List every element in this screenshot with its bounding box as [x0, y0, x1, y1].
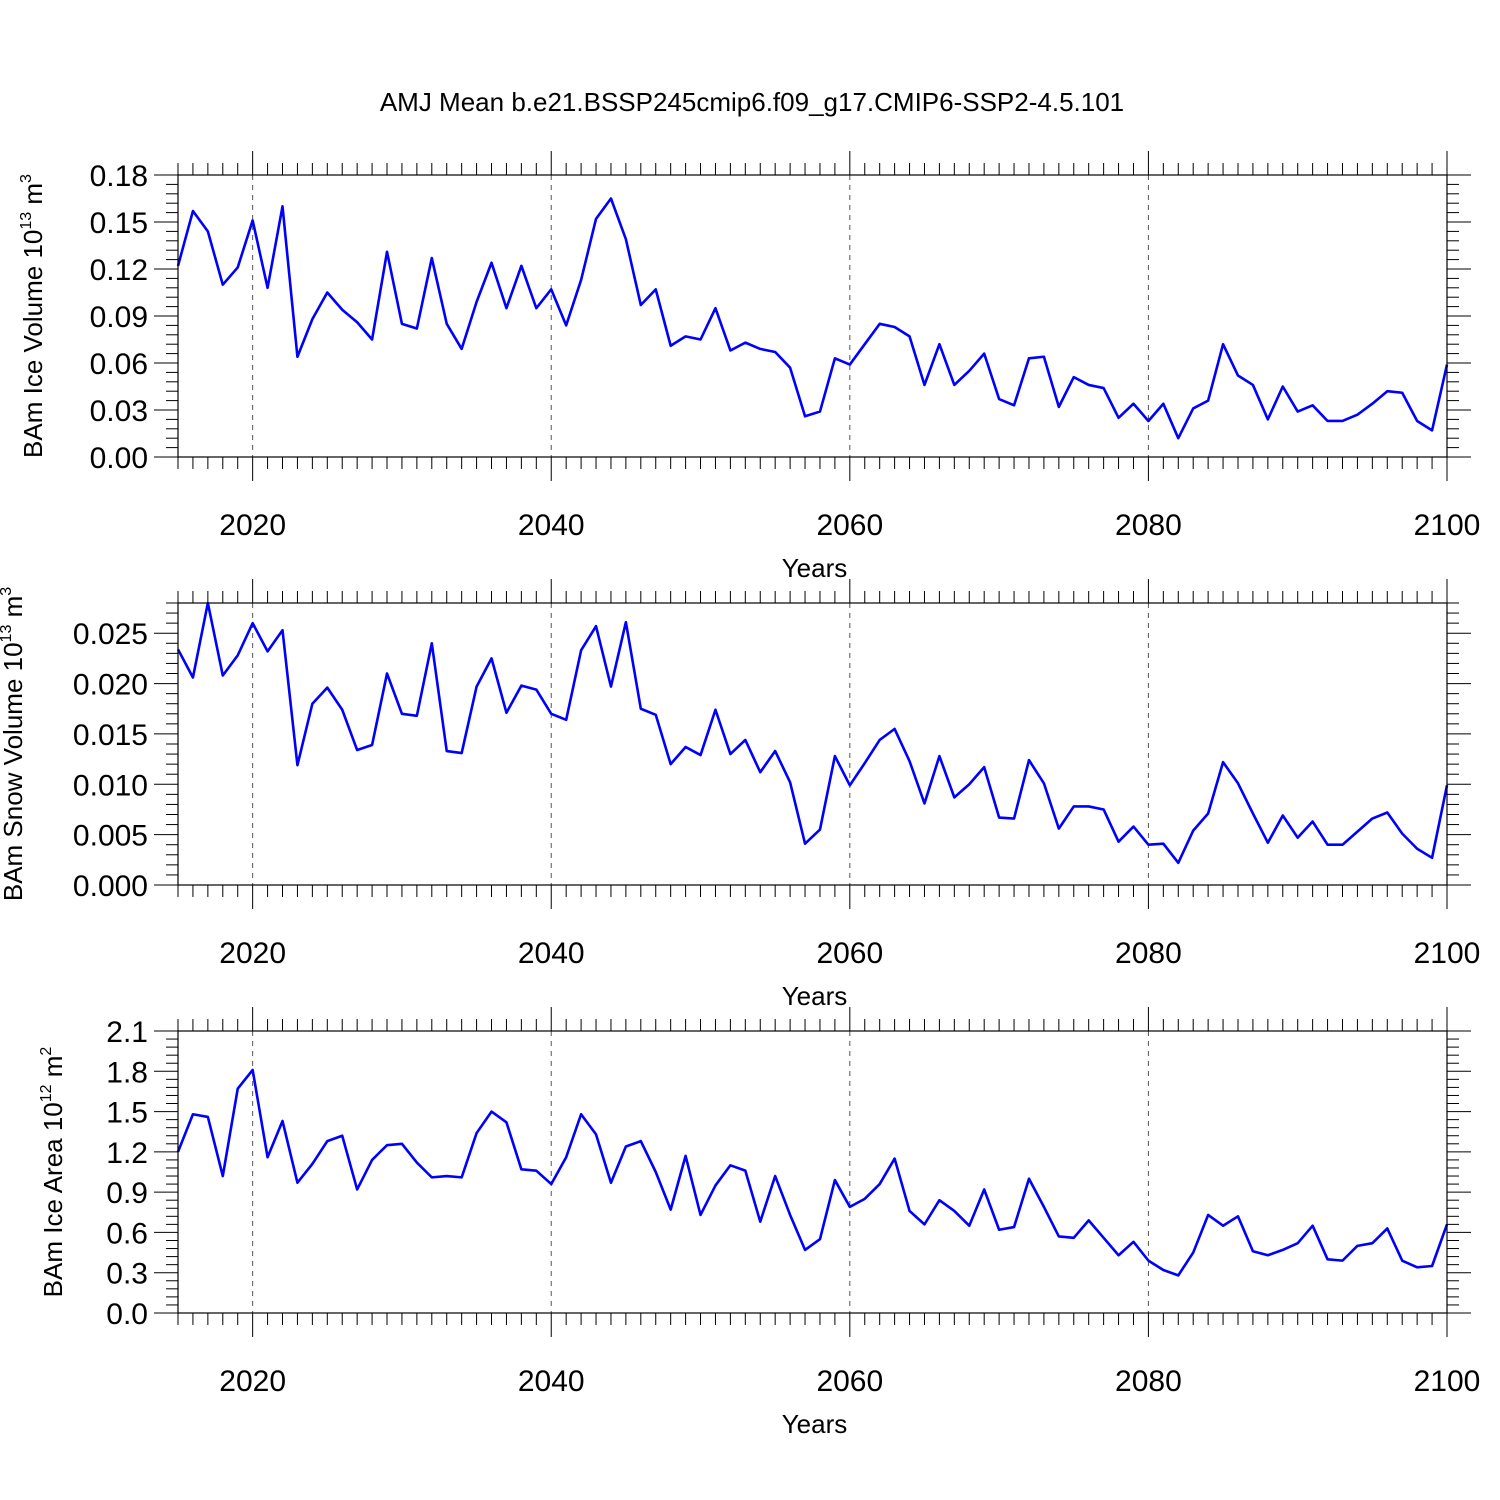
- series-line: [176, 601, 1449, 865]
- y-tick-label: 0.020: [73, 669, 148, 702]
- y-axis-label-main: BAm Ice Area 10: [38, 1102, 68, 1297]
- chart-title: AMJ Mean b.e21.BSSP245cmip6.f09_g17.CMIP…: [380, 87, 1124, 117]
- y-axis-label-main: BAm Snow Volume 10: [0, 642, 28, 901]
- x-tick-label: 2040: [518, 509, 585, 542]
- x-tick-label: 2100: [1414, 1365, 1481, 1398]
- y-axis-label-unit: m: [0, 596, 28, 625]
- plot-frame: [177, 602, 1448, 886]
- y-tick-label: 0.000: [73, 870, 148, 903]
- y-axis-label-unit-exp: 3: [18, 174, 35, 183]
- y-tick-label: 2.1: [106, 1016, 148, 1049]
- panel-2: 0.000 0.005 0.010 0.015 0.020 0.025 2020 2040 20…: [0, 579, 1480, 1011]
- plot-frame: [177, 174, 1448, 458]
- x-tick-label: 2100: [1414, 509, 1481, 542]
- panel-3: 0.0 0.3 0.6 0.9 1.2 1.5 1.8 2.1 2020 2040 2060 2080…: [38, 1007, 1480, 1439]
- y-tick-label: 0.06: [90, 348, 148, 381]
- x-axis-label: Years: [782, 1409, 848, 1439]
- x-tick-label: 2040: [518, 1365, 585, 1398]
- y-axis-label-main: BAm Ice Volume 10: [18, 230, 48, 458]
- y-tick-label: 0.18: [90, 160, 148, 193]
- y-tick-label: 1.2: [106, 1137, 148, 1170]
- x-tick-label: 2080: [1115, 509, 1182, 542]
- y-tick-label: 1.5: [106, 1097, 148, 1130]
- y-tick-label: 0.0: [106, 1298, 148, 1331]
- y-tick-label: 0.03: [90, 395, 148, 428]
- x-tick-label: 2060: [816, 937, 883, 970]
- x-tick-label: 2080: [1115, 1365, 1182, 1398]
- x-tick-label: 2020: [219, 1365, 286, 1398]
- plot-frame: [177, 1030, 1448, 1314]
- y-axis-label: BAm Ice Volume 1013 m3: [18, 174, 48, 458]
- y-tick-label: 0.12: [90, 254, 148, 287]
- x-tick-label: 2060: [816, 1365, 883, 1398]
- y-axis-label-unit-exp: 3: [0, 587, 15, 596]
- y-axis-label-unit: m: [38, 1056, 68, 1085]
- panel-1: 0.00 0.03 0.06 0.09 0.12 0.15 0.18 2020 2040 2060…: [18, 151, 1480, 583]
- x-tick-label: 2020: [219, 509, 286, 542]
- y-tick-label: 0.005: [73, 820, 148, 853]
- x-tick-label: 2100: [1414, 937, 1481, 970]
- x-tick-label: 2060: [816, 509, 883, 542]
- y-axis-label-exp: 13: [18, 212, 35, 230]
- series-line: [176, 197, 1449, 440]
- y-axis-label-unit-exp: 2: [38, 1047, 55, 1056]
- y-axis-label: BAm Snow Volume 1013 m3: [0, 587, 28, 901]
- y-tick-label: 0.6: [106, 1217, 148, 1250]
- x-tick-label: 2040: [518, 937, 585, 970]
- y-tick-label: 0.00: [90, 442, 148, 475]
- y-tick-label: 0.9: [106, 1177, 148, 1210]
- y-tick-label: 0.025: [73, 618, 148, 651]
- y-tick-label: 0.010: [73, 769, 148, 802]
- y-tick-label: 0.09: [90, 301, 148, 334]
- y-axis-label-unit: m: [18, 183, 48, 212]
- y-tick-label: 0.15: [90, 207, 148, 240]
- x-axis-label: Years: [782, 981, 848, 1011]
- y-axis-label: BAm Ice Area 1012 m2: [38, 1047, 68, 1298]
- y-tick-label: 1.8: [106, 1056, 148, 1089]
- y-tick-label: 0.015: [73, 719, 148, 752]
- series-line: [176, 1068, 1449, 1277]
- y-axis-label-exp: 12: [38, 1084, 55, 1102]
- x-axis-label: Years: [782, 553, 848, 583]
- x-tick-label: 2020: [219, 937, 286, 970]
- y-axis-label-exp: 13: [0, 625, 15, 643]
- x-tick-label: 2080: [1115, 937, 1182, 970]
- y-tick-label: 0.3: [106, 1258, 148, 1291]
